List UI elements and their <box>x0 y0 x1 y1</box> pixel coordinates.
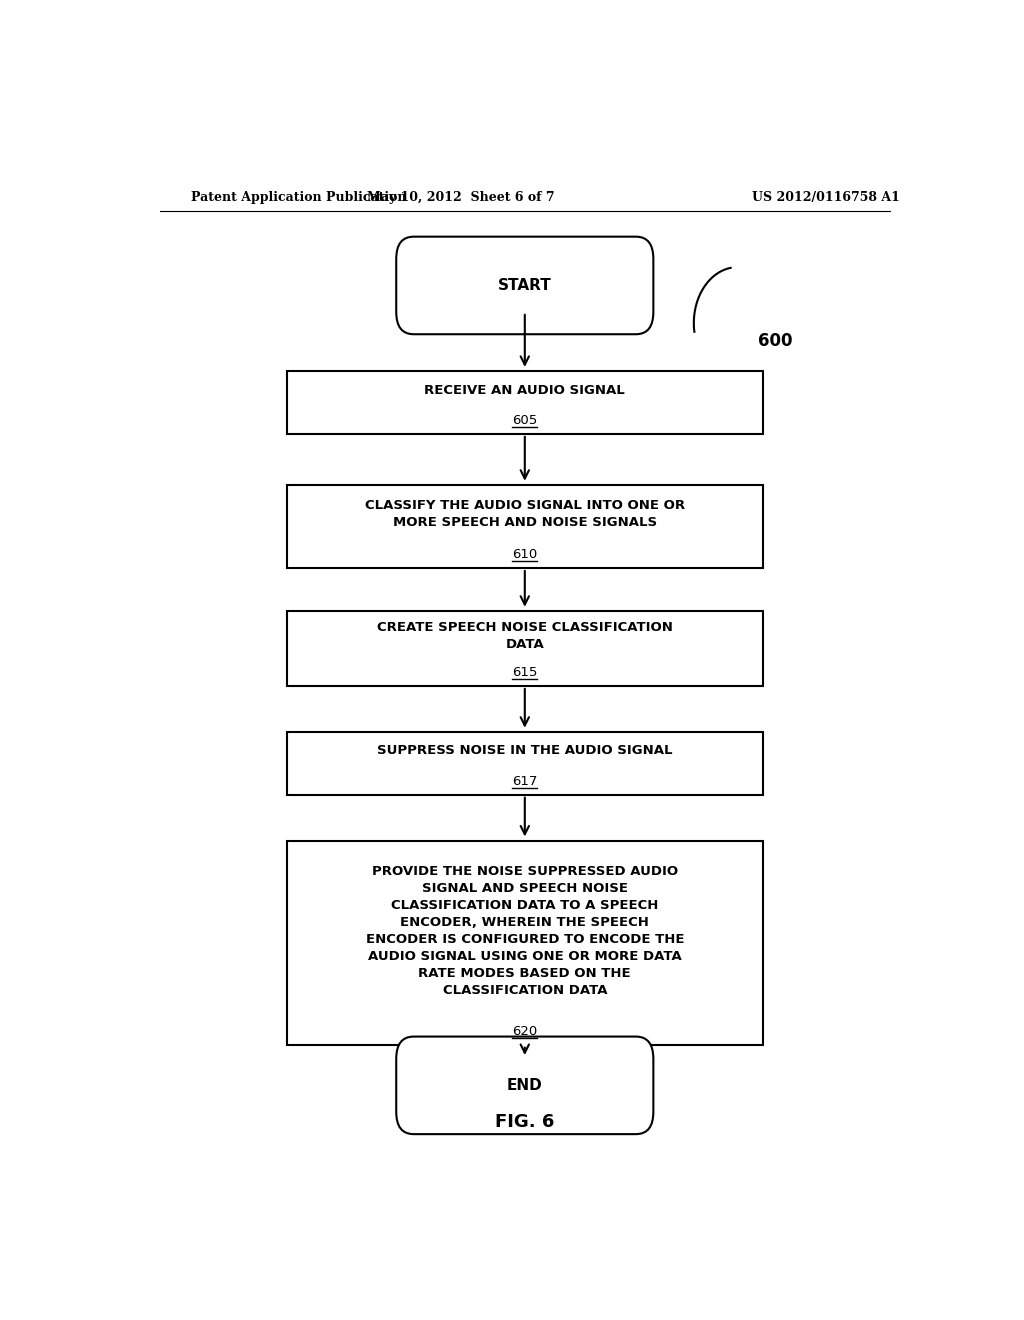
FancyBboxPatch shape <box>396 236 653 334</box>
Text: CREATE SPEECH NOISE CLASSIFICATION
DATA: CREATE SPEECH NOISE CLASSIFICATION DATA <box>377 622 673 651</box>
FancyBboxPatch shape <box>287 371 763 434</box>
FancyBboxPatch shape <box>287 484 763 568</box>
Text: 610: 610 <box>512 548 538 561</box>
FancyBboxPatch shape <box>287 611 763 686</box>
FancyBboxPatch shape <box>287 731 763 795</box>
Text: CLASSIFY THE AUDIO SIGNAL INTO ONE OR
MORE SPEECH AND NOISE SIGNALS: CLASSIFY THE AUDIO SIGNAL INTO ONE OR MO… <box>365 499 685 529</box>
Text: May 10, 2012  Sheet 6 of 7: May 10, 2012 Sheet 6 of 7 <box>368 190 555 203</box>
Text: PROVIDE THE NOISE SUPPRESSED AUDIO
SIGNAL AND SPEECH NOISE
CLASSIFICATION DATA T: PROVIDE THE NOISE SUPPRESSED AUDIO SIGNA… <box>366 865 684 997</box>
Text: FIG. 6: FIG. 6 <box>496 1113 554 1131</box>
FancyBboxPatch shape <box>287 841 763 1044</box>
Text: SUPPRESS NOISE IN THE AUDIO SIGNAL: SUPPRESS NOISE IN THE AUDIO SIGNAL <box>377 744 673 758</box>
Text: 605: 605 <box>512 414 538 428</box>
Text: 600: 600 <box>758 333 792 350</box>
Text: 615: 615 <box>512 667 538 680</box>
Text: 620: 620 <box>512 1026 538 1038</box>
Text: RECEIVE AN AUDIO SIGNAL: RECEIVE AN AUDIO SIGNAL <box>424 384 626 396</box>
Text: 617: 617 <box>512 775 538 788</box>
Text: US 2012/0116758 A1: US 2012/0116758 A1 <box>753 190 900 203</box>
Text: END: END <box>507 1078 543 1093</box>
Text: Patent Application Publication: Patent Application Publication <box>191 190 407 203</box>
Text: START: START <box>498 279 552 293</box>
FancyBboxPatch shape <box>396 1036 653 1134</box>
